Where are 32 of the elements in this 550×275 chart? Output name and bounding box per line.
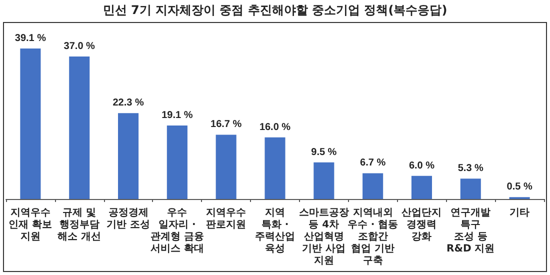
data-label: 16.0 %: [259, 122, 291, 133]
bar: [264, 137, 286, 199]
data-label: 22.3 %: [112, 98, 144, 109]
x-tick-label: 스마트공장 등 4차 산업혁명 기반 사업 지원: [298, 208, 349, 266]
bar: [411, 176, 432, 199]
bar: [118, 113, 139, 199]
x-tick-label: 지역우수 판로지원: [206, 208, 246, 230]
data-label: 39.1 %: [14, 32, 46, 44]
data-label: 0.5 %: [506, 182, 532, 193]
bar: [20, 48, 41, 199]
x-tick-label: 산업단지 경쟁력 강화: [402, 208, 442, 242]
data-label: 5.3 %: [458, 163, 484, 174]
x-tick-label: 연구개발 특구 조성 등 R&D 지원: [446, 208, 495, 254]
x-tick-label: 공정경제 기반 조성: [106, 208, 150, 230]
data-label: 37.0 %: [64, 41, 96, 52]
bar: [460, 178, 481, 199]
x-tick-label: 규제 및 행정부담 해소 개선: [58, 208, 102, 242]
data-label: 19.1 %: [162, 110, 193, 121]
bar: [314, 162, 334, 199]
x-tick-label: 우수 일자리 · 관계형 금융 서비스 확대: [150, 208, 204, 254]
data-label: 6.7 %: [360, 158, 386, 169]
x-tick-label: 지역 특화 · 주력산업 육성: [255, 208, 295, 254]
bar: [362, 173, 384, 199]
bar: [166, 125, 188, 199]
data-label: 9.5 %: [311, 146, 337, 158]
x-tick-label: 기타: [510, 208, 530, 218]
chart-title: 민선 7기 지자체장이 중점 추진해야할 중소기업 정책(복수응답): [102, 2, 448, 19]
data-label: 6.0 %: [408, 160, 435, 172]
data-label: 16.7 %: [210, 119, 242, 130]
x-tick-label: 지역우수 인재 확보 지원: [8, 208, 52, 242]
bar: [216, 134, 236, 199]
bar: [69, 56, 90, 199]
